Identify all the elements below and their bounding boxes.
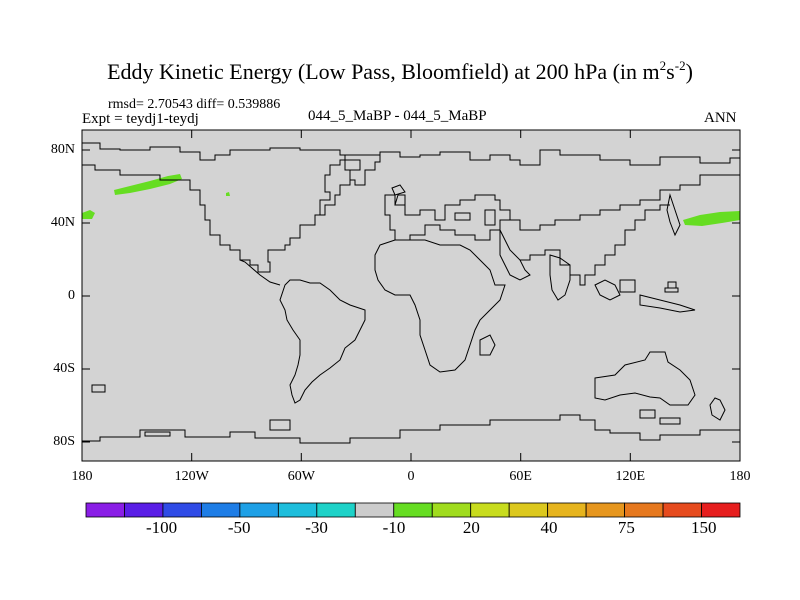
anomaly-north-pacific bbox=[114, 174, 182, 195]
colorbar-swatch bbox=[85, 502, 125, 518]
anomaly-regions bbox=[82, 174, 740, 226]
coast-greenland bbox=[344, 154, 381, 186]
lon-label-60e: 60E bbox=[509, 469, 532, 484]
colorbar-swatch bbox=[585, 502, 625, 518]
coast-pacific-islands bbox=[667, 281, 677, 289]
anomaly-west-pacific bbox=[683, 211, 740, 226]
coast-asia bbox=[500, 174, 740, 286]
lat-label-0: 0 bbox=[68, 288, 75, 303]
lon-ticks bbox=[191, 130, 631, 461]
lon-label-120w: 120W bbox=[174, 469, 209, 484]
coast-southeast-asia bbox=[594, 279, 621, 301]
colorbar-swatch bbox=[124, 502, 164, 518]
colorbar-swatch bbox=[701, 502, 741, 518]
lat-label-40n: 40N bbox=[50, 215, 75, 230]
coast-north-america bbox=[82, 159, 361, 273]
coast-africa bbox=[374, 239, 506, 373]
coast-australia bbox=[594, 351, 696, 406]
colorbar-swatch bbox=[393, 502, 433, 518]
lat-label-40s: 40S bbox=[53, 361, 75, 376]
colorbar-swatch bbox=[239, 502, 279, 518]
lon-label-180e: 180 bbox=[729, 469, 751, 484]
colorbar-label-75: 75 bbox=[617, 518, 635, 537]
colorbar-swatch bbox=[201, 502, 241, 518]
season-label: ANN bbox=[704, 110, 737, 126]
colorbar-swatch bbox=[508, 502, 549, 518]
lat-ticks bbox=[82, 149, 740, 443]
anomaly-small-dot bbox=[226, 192, 230, 196]
colorbar bbox=[85, 502, 741, 518]
coast-iceland bbox=[391, 184, 406, 196]
case-label: 044_5_MaBP - 044_5_MaBP bbox=[308, 108, 487, 124]
coast-black-caspian bbox=[454, 209, 496, 226]
lon-label-0: 0 bbox=[407, 469, 415, 484]
colorbar-swatch bbox=[277, 502, 318, 518]
coast-new-zealand bbox=[709, 397, 726, 421]
map-background bbox=[82, 130, 740, 461]
colorbar-swatch bbox=[547, 502, 587, 518]
colorbar-label-150: 150 bbox=[691, 518, 717, 537]
colorbar-label-20: 20 bbox=[462, 518, 480, 537]
colorbar-label-40: 40 bbox=[540, 518, 558, 537]
lon-label-180w: 180 bbox=[71, 469, 93, 484]
colorbar-label-neg30: -30 bbox=[305, 518, 328, 537]
colorbar-swatch bbox=[624, 502, 664, 518]
map-title: Eddy Kinetic Energy (Low Pass, Bloomfiel… bbox=[107, 58, 693, 84]
coastlines bbox=[82, 142, 740, 444]
coast-south-america bbox=[279, 279, 366, 404]
coast-antarctic-islands bbox=[91, 384, 681, 437]
experiment-label: Expt = teydj1-teydj bbox=[82, 111, 199, 127]
colorbar-swatch bbox=[316, 502, 356, 518]
coast-india bbox=[549, 254, 571, 301]
colorbar-swatch bbox=[354, 502, 395, 518]
colorbar-swatch bbox=[662, 502, 702, 518]
colorbar-label-neg50: -50 bbox=[227, 518, 251, 537]
colorbar-swatch bbox=[162, 502, 202, 518]
coast-arabia bbox=[499, 229, 531, 281]
coast-madagascar bbox=[479, 334, 496, 356]
colorbar-label-neg100: -100 bbox=[146, 518, 178, 537]
coast-britain bbox=[394, 194, 406, 206]
colorbar-swatch bbox=[470, 502, 510, 518]
lon-label-60w: 60W bbox=[287, 469, 315, 484]
colorbar-label-neg10: -10 bbox=[382, 518, 406, 537]
coast-japan bbox=[666, 193, 681, 237]
lat-label-80s: 80S bbox=[53, 434, 75, 449]
coast-arctic-north bbox=[82, 142, 740, 166]
rmsd-stats: rmsd= 2.70543 diff= 0.539886 bbox=[108, 97, 281, 112]
lon-label-120e: 120E bbox=[615, 469, 646, 484]
anomaly-west-edge bbox=[82, 210, 95, 219]
coast-antarctica bbox=[82, 414, 740, 444]
lat-label-80n: 80N bbox=[50, 142, 75, 157]
coast-central-america bbox=[239, 259, 281, 286]
colorbar-swatch bbox=[431, 502, 472, 518]
